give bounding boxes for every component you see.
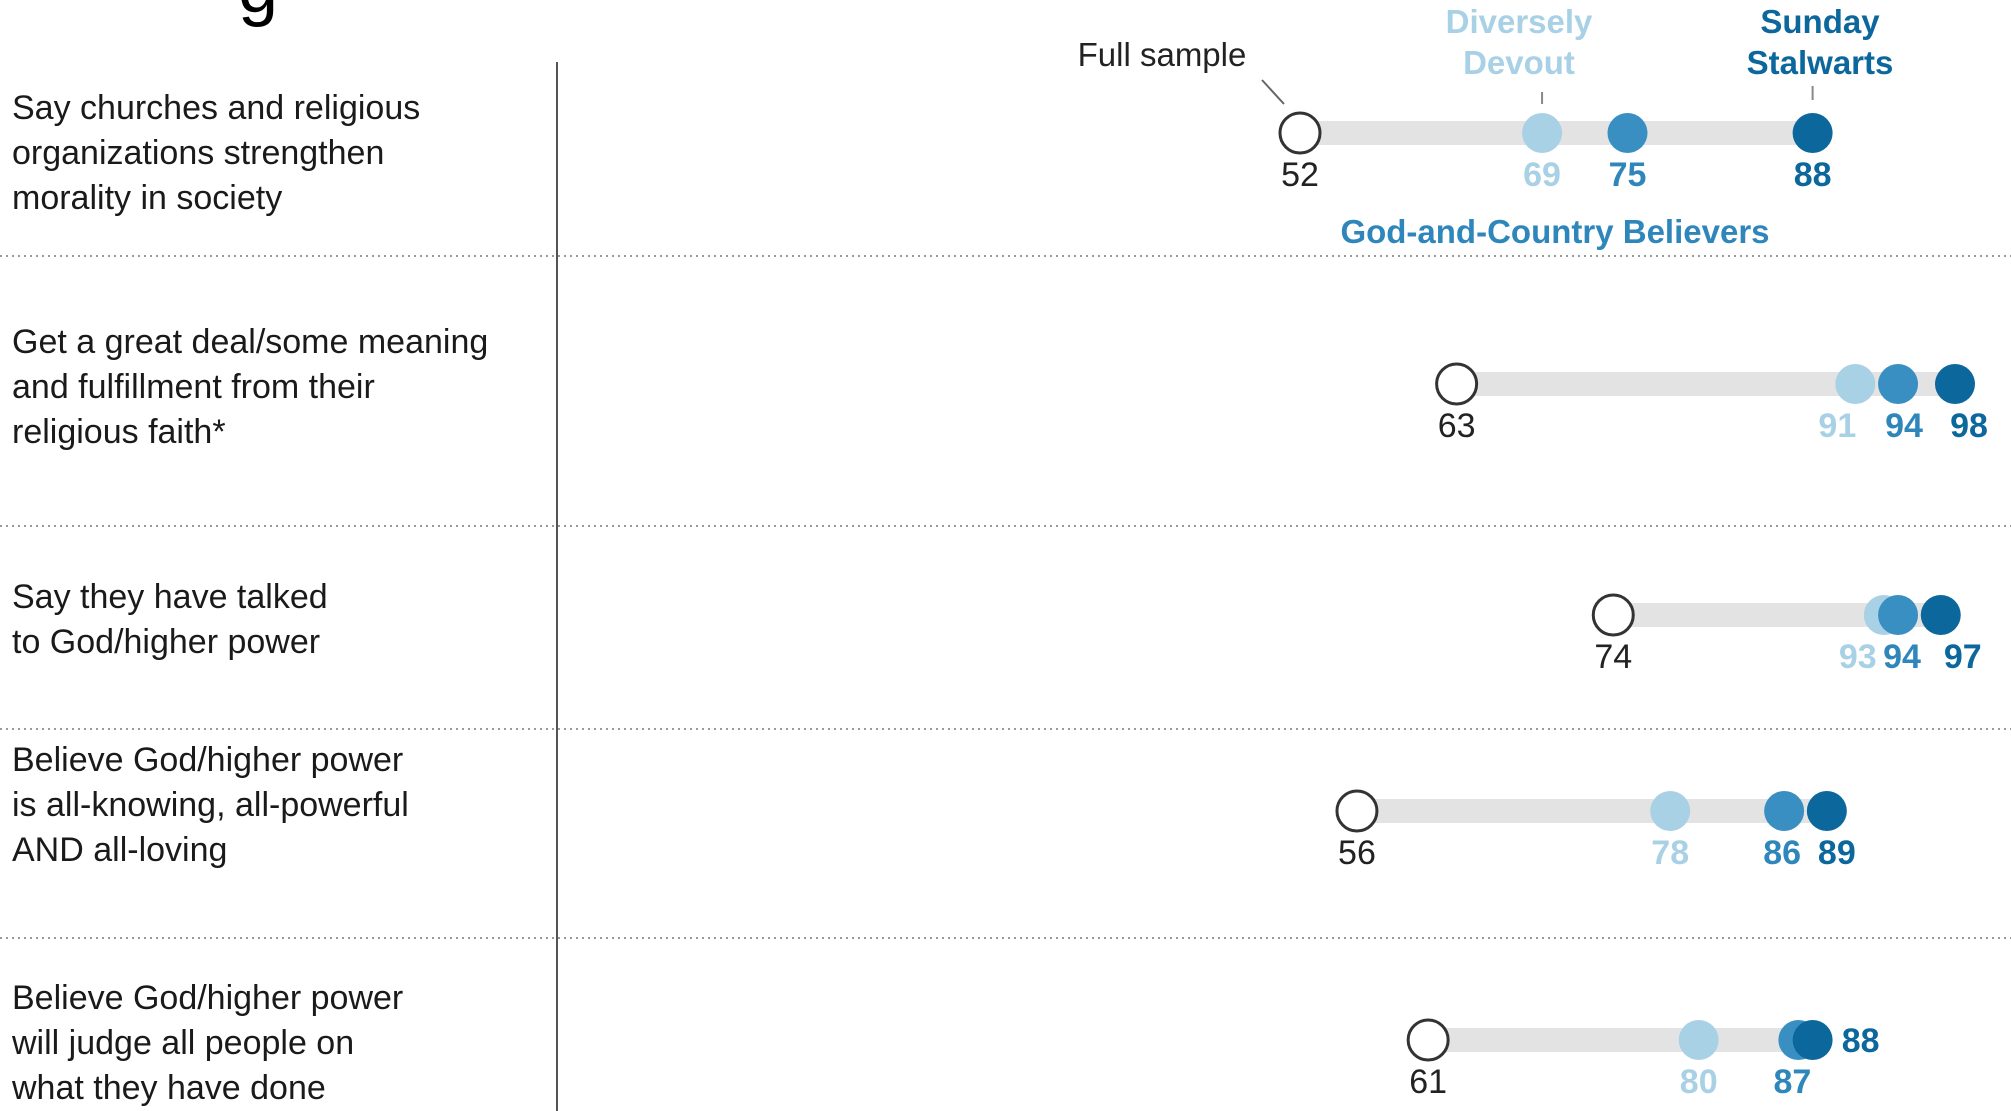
legend-full-sample: Full sample — [1078, 36, 1247, 73]
value-label: 88 — [1794, 156, 1832, 194]
row-label: Say they have talked to God/higher power — [12, 575, 532, 665]
legend-leader — [1261, 79, 1285, 105]
value-label: 94 — [1885, 407, 1923, 445]
value-label: 69 — [1523, 156, 1561, 194]
row-label-line: Say they have talked — [12, 578, 328, 616]
dot-full-sample — [1591, 593, 1635, 637]
row-label-line: AND all-loving — [12, 831, 228, 869]
value-label: 63 — [1438, 407, 1476, 445]
dot-god-and-country-believers — [1764, 791, 1805, 831]
value-label: 88 — [1842, 1022, 1880, 1060]
dot-sunday-stalwarts — [1792, 113, 1833, 153]
legend-god-and-country: God-and-Country Believers — [1340, 213, 1769, 250]
value-label: 91 — [1818, 407, 1856, 445]
legend-sunday-stalwarts: Stalwarts — [1747, 44, 1894, 81]
value-label: 93 — [1839, 638, 1877, 676]
row-label-line: will judge all people on — [12, 1024, 355, 1062]
dot-full-sample — [1278, 111, 1322, 155]
dot-sunday-stalwarts — [1792, 1020, 1833, 1060]
row-label: Believe God/higher power will judge all p… — [12, 976, 532, 1111]
value-label: 75 — [1609, 156, 1647, 194]
legend-diversely-devout: Diversely — [1446, 3, 1593, 40]
row-label-line: religious faith* — [12, 413, 226, 451]
row-label-line: is all-knowing, all-powerful — [12, 786, 409, 824]
dot-diversely-devout — [1650, 791, 1691, 831]
dot-sunday-stalwarts — [1935, 364, 1975, 404]
row-label: Say churches and religious organizations … — [12, 86, 532, 221]
dot-full-sample — [1435, 362, 1479, 406]
value-label: 74 — [1594, 638, 1632, 676]
value-label: 94 — [1883, 638, 1921, 676]
dot-sunday-stalwarts — [1806, 791, 1847, 831]
dot-full-sample — [1406, 1018, 1450, 1062]
row-label-line: what they have done — [12, 1069, 326, 1107]
row-label-line: Get a great deal/some meaning — [12, 323, 489, 361]
value-label: 56 — [1338, 834, 1376, 872]
row-label-line: morality in society — [12, 179, 283, 217]
row-label-line: Believe God/higher power — [12, 741, 404, 779]
title-fragment: g — [238, 0, 278, 28]
row-label-line: organizations strengthen — [12, 134, 385, 172]
row-label-line: to God/higher power — [12, 623, 321, 661]
dot-diversely-devout — [1678, 1020, 1719, 1060]
value-label: 78 — [1651, 834, 1689, 872]
legend-sunday-stalwarts: Sunday — [1760, 3, 1880, 40]
legend-diversely-devout: Devout — [1463, 44, 1575, 81]
dot-diversely-devout — [1835, 364, 1876, 404]
dot-god-and-country-believers — [1878, 364, 1919, 404]
value-label: 98 — [1950, 407, 1988, 445]
dot-sunday-stalwarts — [1920, 595, 1961, 635]
dot-god-and-country-believers — [1607, 113, 1648, 153]
value-label: 61 — [1409, 1063, 1447, 1101]
row-label-line: Say churches and religious — [12, 89, 421, 127]
value-label: 89 — [1818, 834, 1856, 872]
dot-god-and-country-believers — [1878, 595, 1919, 635]
dot-diversely-devout — [1522, 113, 1563, 153]
value-label: 86 — [1763, 834, 1801, 872]
value-label: 97 — [1944, 638, 1982, 676]
row-label-line: and fulfillment from their — [12, 368, 375, 406]
row-label-line: Believe God/higher power — [12, 979, 404, 1017]
dot-full-sample — [1335, 789, 1379, 833]
row-label: Get a great deal/some meaning and fulfill… — [12, 320, 532, 455]
row-label: Believe God/higher power is all-knowing, … — [12, 738, 532, 873]
value-label: 87 — [1773, 1063, 1811, 1101]
value-label: 80 — [1680, 1063, 1718, 1101]
value-label: 52 — [1281, 156, 1319, 194]
